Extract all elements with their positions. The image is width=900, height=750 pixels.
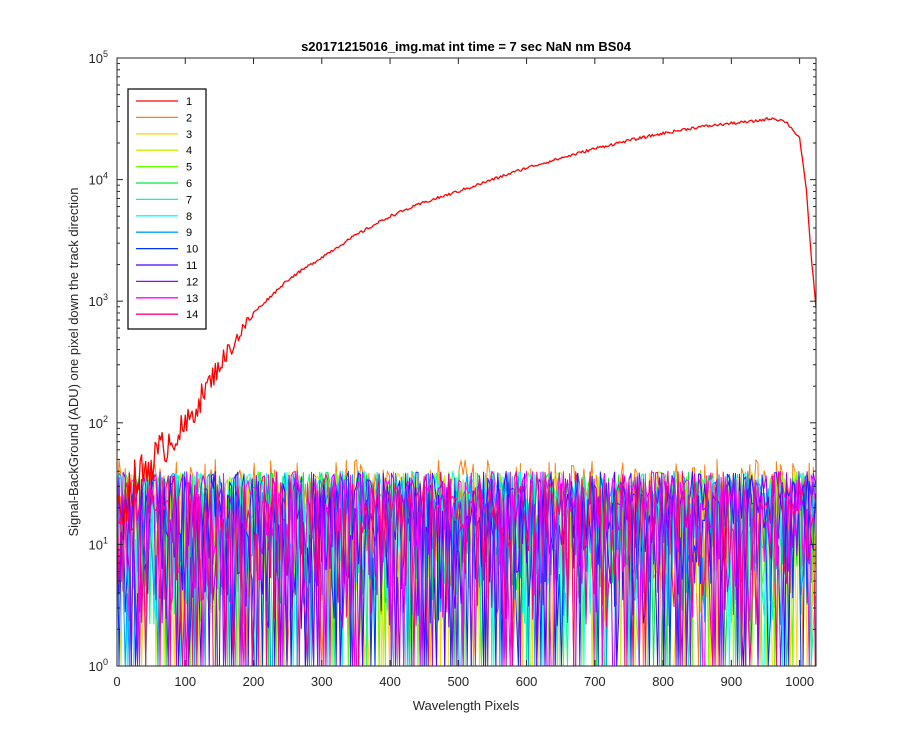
plot-area: 0 100 200 300 400 500 600 700 800 900 100010010110… [89, 49, 817, 689]
legend-label-10: 10 [186, 244, 198, 256]
x-tick-label: 300 [311, 674, 333, 689]
y-axis-label: Signal-BackGround (ADU) one pixel down t… [66, 187, 81, 536]
y-tick-label: 104 [89, 171, 108, 188]
legend-label-7: 7 [186, 194, 192, 206]
series-line-12 [117, 471, 816, 666]
x-tick-label: 600 [516, 674, 538, 689]
y-tick-label: 102 [89, 414, 108, 431]
x-tick-label: 900 [721, 674, 743, 689]
axes-box [116, 57, 817, 667]
legend-label-8: 8 [186, 211, 192, 223]
legend-label-2: 2 [186, 112, 192, 124]
x-tick-label: 1000 [785, 674, 814, 689]
series-line-7 [117, 470, 816, 666]
x-tick-label: 100 [174, 674, 196, 689]
legend-label-4: 4 [186, 145, 192, 157]
x-tick-label: 0 [113, 674, 120, 689]
x-tick-label: 800 [652, 674, 674, 689]
x-axis-label: Wavelength Pixels [413, 698, 520, 713]
y-tick-label: 105 [89, 49, 108, 66]
legend-label-1: 1 [186, 96, 192, 108]
series-line-1 [117, 117, 816, 527]
x-tick-label: 400 [379, 674, 401, 689]
chart-title: s20171215016_img.mat int time = 7 sec Na… [301, 39, 632, 54]
legend-box [127, 88, 207, 330]
x-tick-label: 500 [447, 674, 469, 689]
series-layer [117, 117, 816, 666]
y-tick-label: 103 [89, 292, 108, 309]
y-tick-label: 100 [89, 657, 108, 674]
x-tick-label: 200 [243, 674, 265, 689]
legend-label-5: 5 [186, 162, 192, 174]
legend-label-11: 11 [186, 260, 197, 272]
series-line-14 [117, 470, 816, 666]
legend-label-6: 6 [186, 178, 192, 190]
legend-label-9: 9 [186, 227, 192, 239]
y-tick-label: 101 [89, 535, 108, 552]
series-line-13 [117, 470, 816, 666]
ticks-layer: 0 100 200 300 400 500 600 700 800 900 100010010110… [89, 49, 816, 689]
legend-label-13: 13 [186, 293, 198, 305]
legend-label-14: 14 [186, 309, 198, 321]
legend-label-12: 12 [186, 276, 198, 288]
x-tick-label: 700 [584, 674, 606, 689]
legend-label-3: 3 [186, 129, 192, 141]
